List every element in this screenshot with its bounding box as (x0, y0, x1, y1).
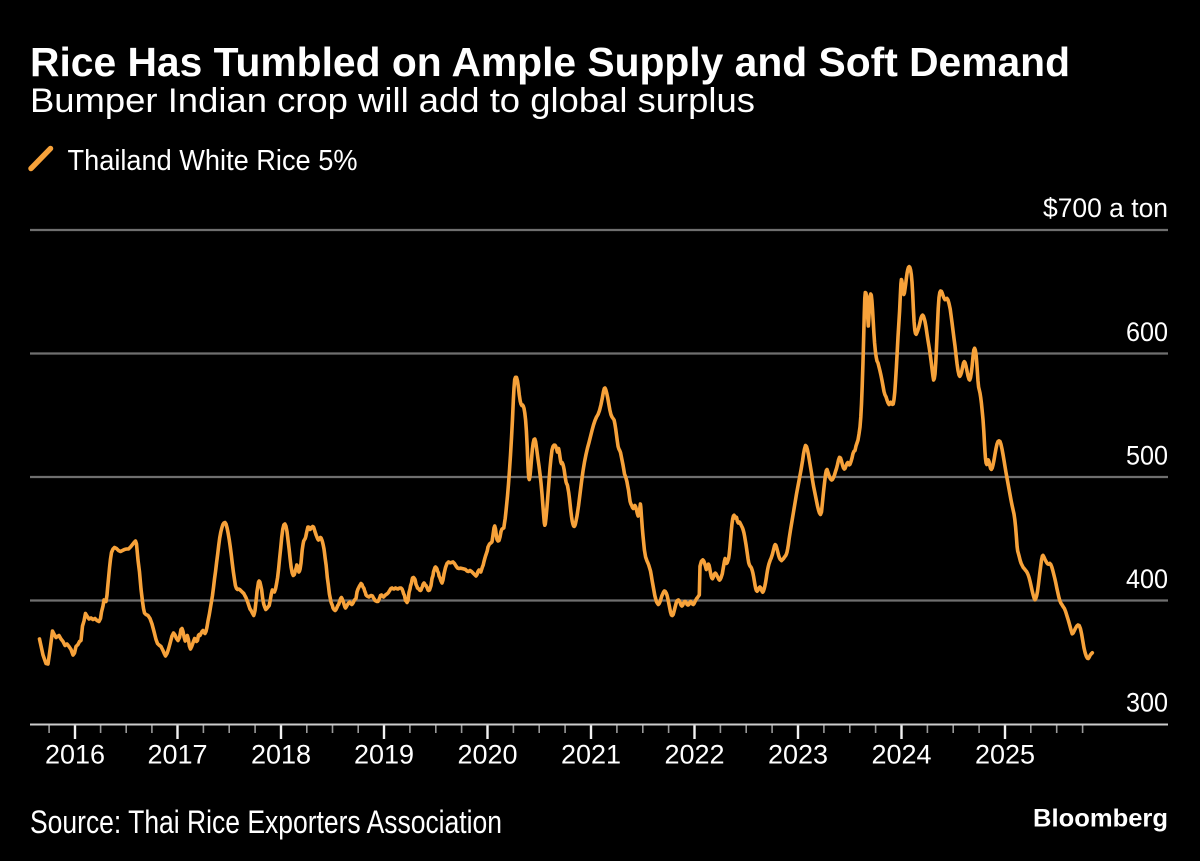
svg-text:Bumper Indian crop will add to: Bumper Indian crop will add to global su… (30, 82, 755, 120)
svg-text:$700 a ton: $700 a ton (1043, 193, 1168, 223)
svg-text:2020: 2020 (457, 740, 517, 770)
svg-text:600: 600 (1126, 317, 1168, 347)
svg-text:2025: 2025 (975, 740, 1035, 770)
svg-text:400: 400 (1126, 564, 1168, 594)
svg-text:Rice Has Tumbled on Ample Supp: Rice Has Tumbled on Ample Supply and Sof… (30, 39, 1070, 85)
svg-text:2017: 2017 (147, 740, 207, 770)
svg-text:Thailand White Rice 5%: Thailand White Rice 5% (68, 145, 358, 177)
svg-text:2018: 2018 (251, 740, 311, 770)
svg-text:500: 500 (1126, 441, 1168, 471)
svg-text:2021: 2021 (561, 740, 621, 770)
svg-text:300: 300 (1126, 688, 1168, 718)
svg-text:2022: 2022 (664, 740, 724, 770)
svg-text:Bloomberg: Bloomberg (1033, 805, 1168, 833)
svg-text:Source: Thai Rice Exporters As: Source: Thai Rice Exporters Association (30, 804, 502, 840)
svg-text:2019: 2019 (354, 740, 414, 770)
svg-text:2023: 2023 (768, 740, 828, 770)
svg-text:2016: 2016 (45, 740, 105, 770)
svg-text:2024: 2024 (871, 740, 931, 770)
